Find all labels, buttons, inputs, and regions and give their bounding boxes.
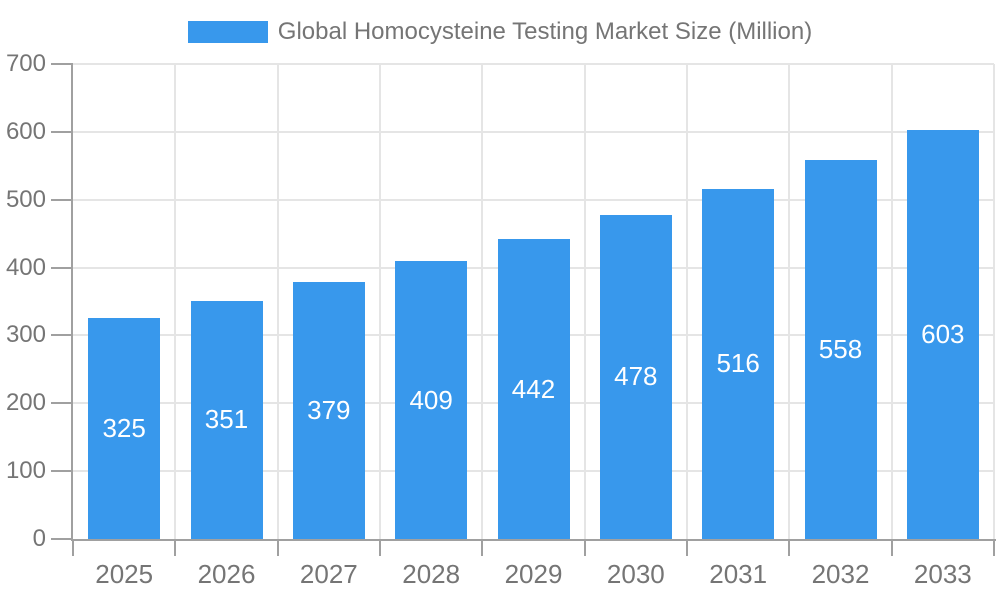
x-axis-tick — [379, 541, 381, 556]
y-axis-tick — [51, 538, 71, 540]
x-axis-tick — [890, 541, 893, 556]
plot-area: 325 351 379 409 442 478 516 558 603 0 100 200 300 40… — [6, 50, 996, 589]
h-gridline — [73, 63, 994, 65]
y-axis-tick-label: 500 — [5, 185, 46, 213]
x-axis-tick-label: 2032 — [811, 559, 870, 589]
v-gridline — [583, 64, 586, 539]
x-axis-tick-label: 2030 — [606, 559, 665, 589]
v-gridline — [379, 64, 381, 539]
y-axis-tick-label: 600 — [5, 117, 46, 145]
bar-value-label: 478 — [614, 361, 658, 392]
bar-value-label: 442 — [511, 373, 556, 404]
bar[interactable]: 516 — [702, 188, 775, 539]
v-gridline — [276, 64, 279, 539]
x-axis-tick — [788, 541, 791, 556]
bar-value-label: 379 — [307, 394, 351, 425]
legend-label: Global Homocysteine Testing Market Size … — [277, 18, 813, 45]
v-gridline — [174, 64, 177, 539]
legend-item[interactable]: Global Homocysteine Testing Market Size … — [187, 18, 813, 46]
legend-swatch — [187, 21, 268, 43]
v-gridline — [481, 64, 484, 539]
y-axis-tick-label: 300 — [5, 321, 46, 349]
bar-value-label: 325 — [102, 413, 146, 444]
x-axis-tick-label: 2027 — [299, 559, 358, 589]
bar-value-label: 603 — [921, 318, 965, 349]
bar[interactable]: 478 — [599, 214, 672, 539]
x-axis-tick-label: 2031 — [709, 559, 768, 589]
y-axis-tick — [51, 130, 71, 133]
y-axis-tick — [51, 63, 71, 65]
bar[interactable]: 325 — [88, 318, 161, 539]
x-axis-tick — [174, 541, 177, 556]
y-axis-tick-label: 700 — [5, 50, 46, 77]
y-axis-tick — [51, 266, 71, 269]
bar[interactable]: 603 — [906, 129, 979, 539]
bar-value-label: 409 — [409, 384, 453, 415]
x-axis-tick-label: 2029 — [504, 559, 563, 589]
y-axis-tick — [51, 402, 71, 405]
bar[interactable]: 558 — [804, 160, 877, 539]
x-axis-line — [71, 539, 996, 541]
v-gridline — [890, 64, 893, 539]
bar-value-label: 516 — [716, 348, 760, 379]
v-gridline — [686, 64, 688, 539]
legend: Global Homocysteine Testing Market Size … — [0, 4, 1000, 60]
x-axis-tick — [993, 541, 995, 556]
h-gridline — [73, 130, 994, 133]
y-axis-tick — [51, 334, 71, 337]
x-axis-tick-label: 2033 — [913, 559, 972, 589]
x-axis-tick — [276, 541, 279, 556]
bar-value-label: 558 — [818, 334, 863, 365]
y-axis-tick — [51, 198, 71, 201]
y-axis-tick-label: 200 — [5, 389, 46, 417]
h-gridline — [73, 198, 994, 201]
x-axis-tick-label: 2026 — [197, 559, 256, 589]
bar-value-label: 351 — [204, 404, 249, 435]
v-gridline — [788, 64, 791, 539]
bar[interactable]: 379 — [292, 281, 365, 539]
bar[interactable]: 351 — [190, 300, 263, 539]
x-axis-tick-label: 2028 — [402, 559, 461, 589]
x-axis-tick-label: 2025 — [95, 559, 154, 589]
bar[interactable]: 409 — [395, 261, 468, 539]
y-axis-tick-label: 400 — [5, 253, 46, 281]
bar[interactable]: 442 — [497, 239, 570, 539]
y-axis-tick-label: 0 — [32, 525, 46, 552]
y-axis-tick — [51, 470, 71, 473]
x-axis-tick — [583, 541, 586, 556]
x-axis-tick — [686, 541, 688, 556]
x-axis-tick — [72, 541, 74, 556]
x-axis-tick — [481, 541, 484, 556]
v-gridline — [993, 64, 995, 539]
y-axis-line — [71, 63, 73, 540]
y-axis-tick-label: 100 — [5, 457, 46, 485]
